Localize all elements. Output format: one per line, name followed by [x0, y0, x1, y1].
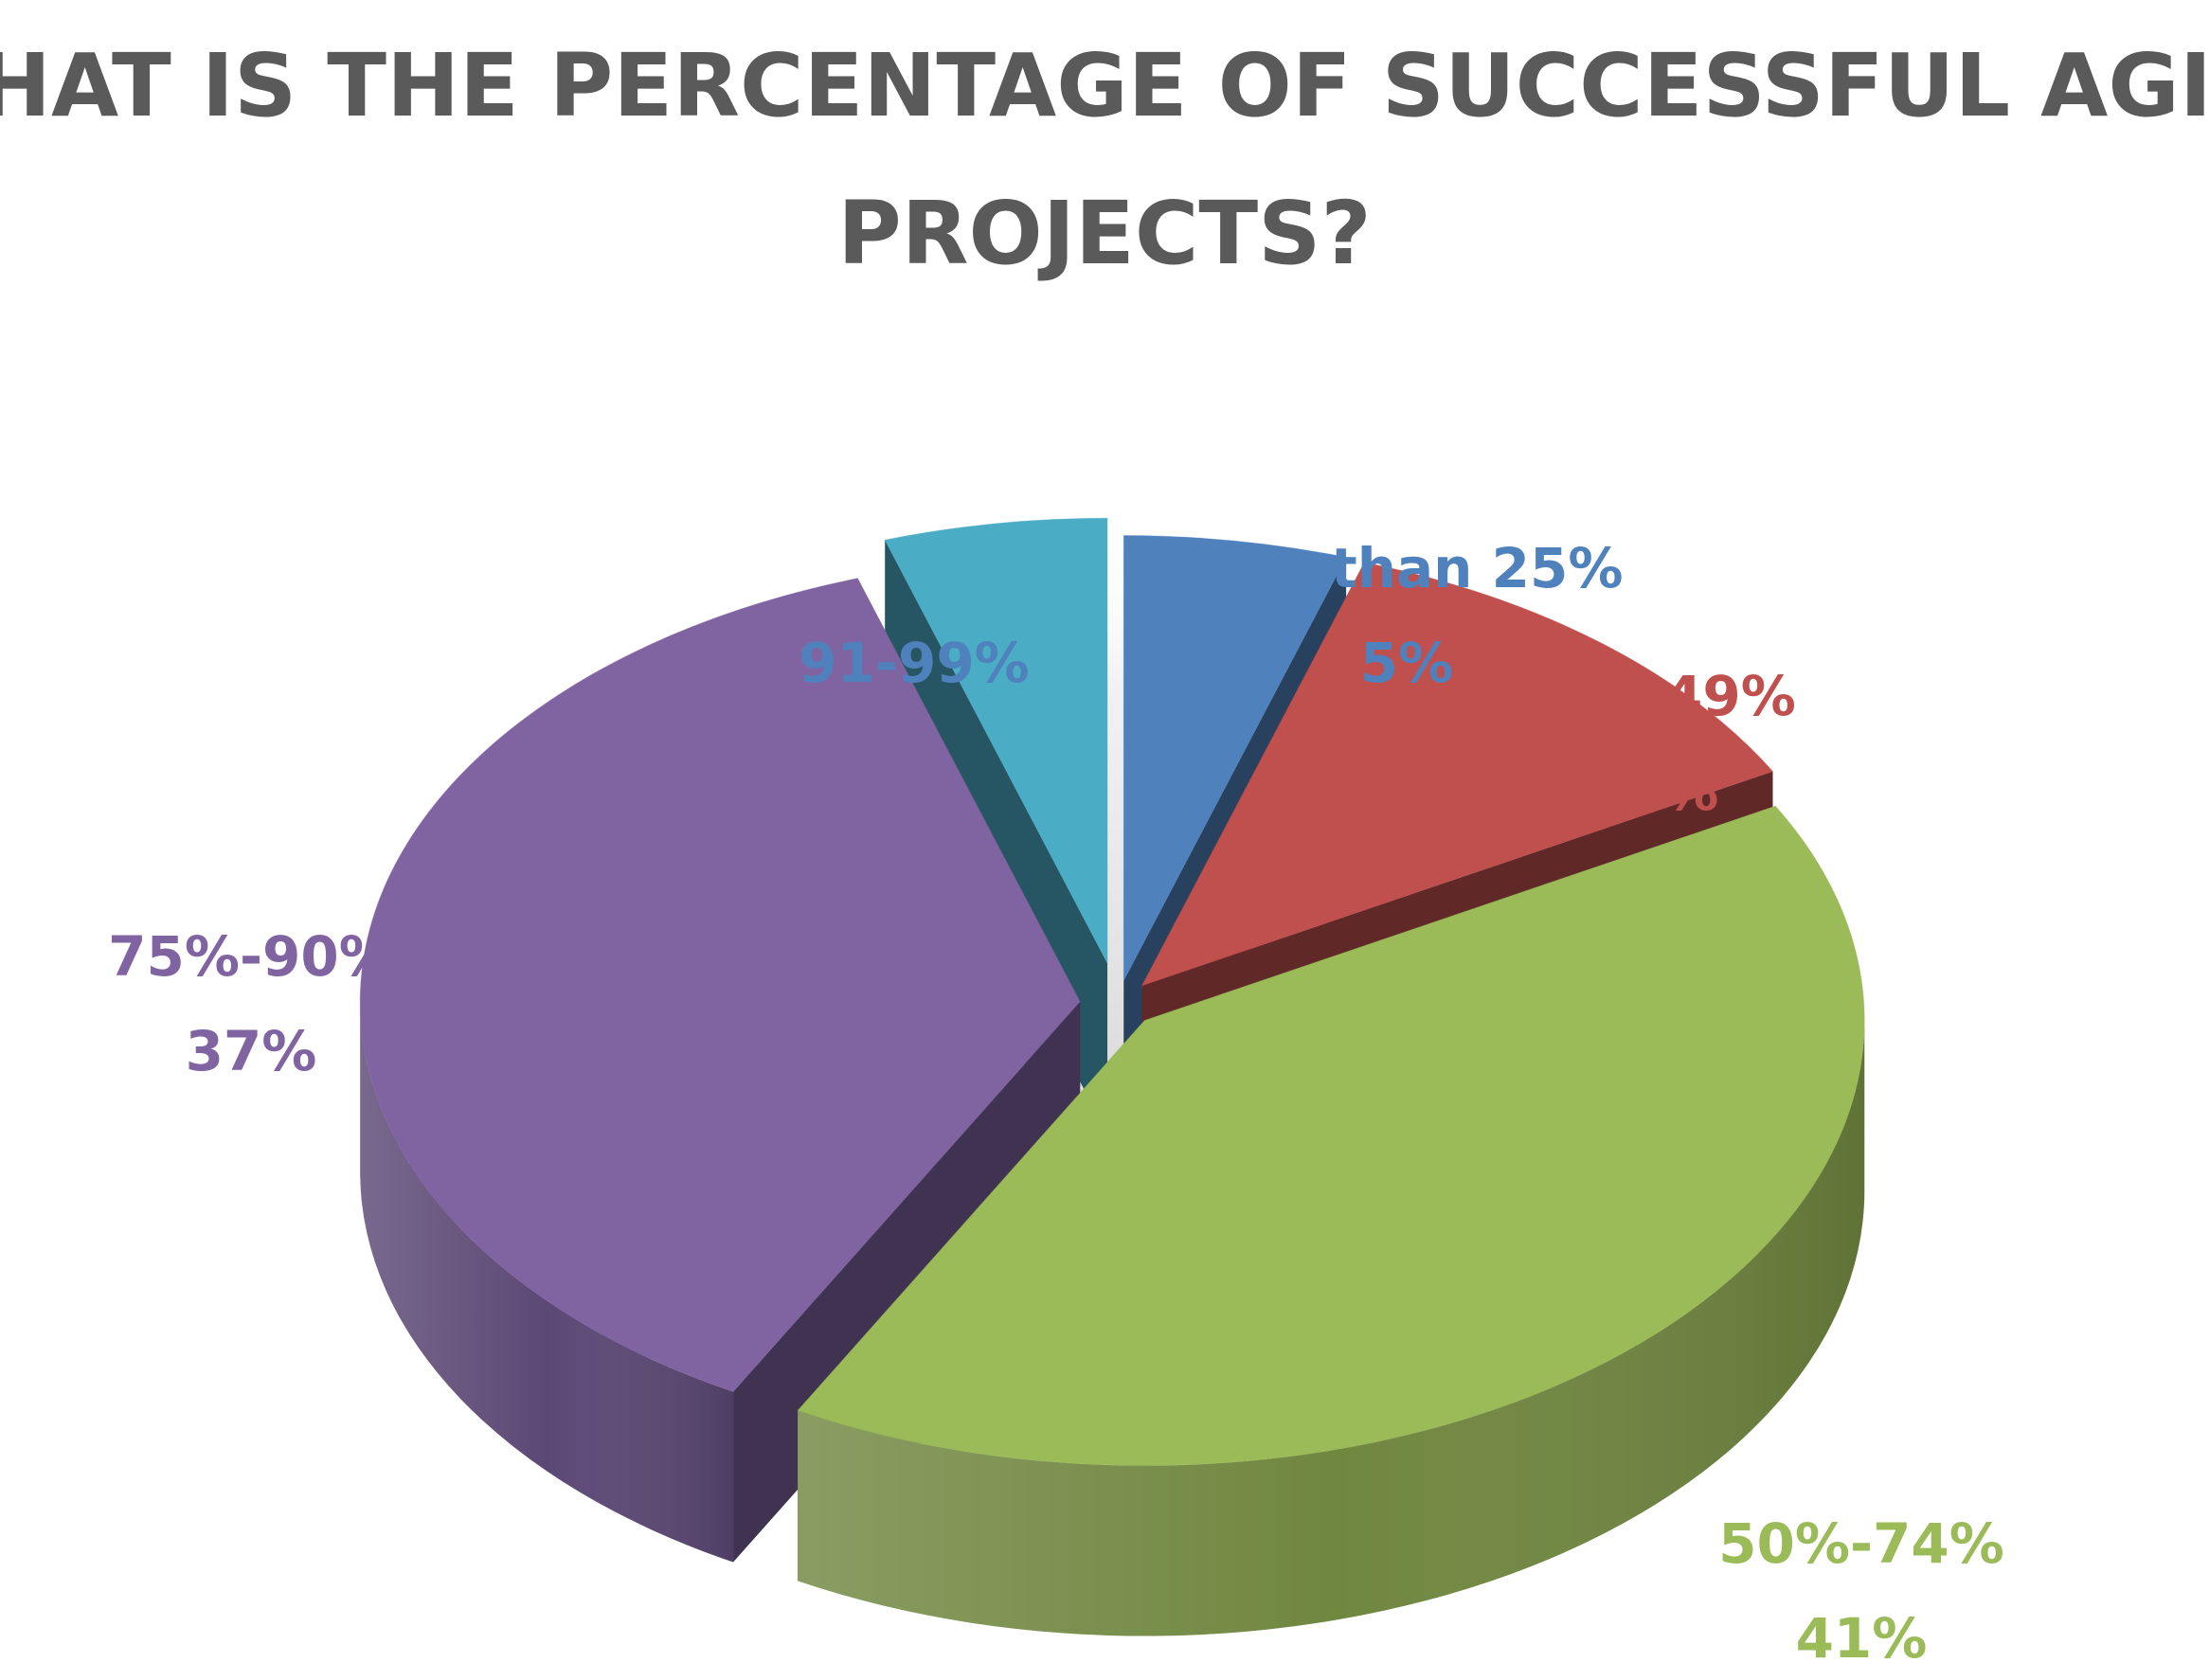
pie-label-p75_90: 75%-90%: [108, 924, 394, 989]
pie-label-p50_74: 50%-74%: [1718, 1511, 2004, 1576]
pie-slice-top-p75_90: [359, 578, 1081, 1393]
pie-label-p91_99: 91-99%: [799, 631, 1030, 695]
pie-slice-p50_74: [797, 805, 1865, 1636]
pie-value-label-p75_90: 37%: [186, 1019, 317, 1083]
pie-value-label-p25_49: 12%: [1588, 759, 1719, 823]
pie-label-p25_49: 25%-49%: [1510, 664, 1796, 728]
pie-slice-rim-shine-p75_90-0: [360, 1002, 734, 1563]
chart-title-line-1: WHAT IS THE PERCENTAGE OF SUCCESSFUL AGI…: [0, 35, 2209, 136]
pie-slice-top-p91_99: [884, 517, 1108, 964]
pie-label-lt25: less than 25%: [1191, 536, 1624, 600]
pie-value-label-lt25: 5%: [1360, 631, 1453, 695]
pie-slice-top-p50_74: [797, 805, 1865, 1467]
pie-slice-rim-shine-p50_74-0: [798, 1023, 1865, 1636]
chart-title-line-2: PROJECTS?: [837, 183, 1371, 284]
pie-slice-top-lt25: [1122, 535, 1347, 981]
pie-labels: less than 25% 5% 25%-49% 12% 50%-74% 41% 75%-9…: [108, 536, 2004, 1671]
pie-value-label-p50_74: 41%: [1796, 1606, 1928, 1671]
pie-slices: [359, 517, 1865, 1636]
pie-slice-top-p25_49: [1140, 562, 1774, 987]
